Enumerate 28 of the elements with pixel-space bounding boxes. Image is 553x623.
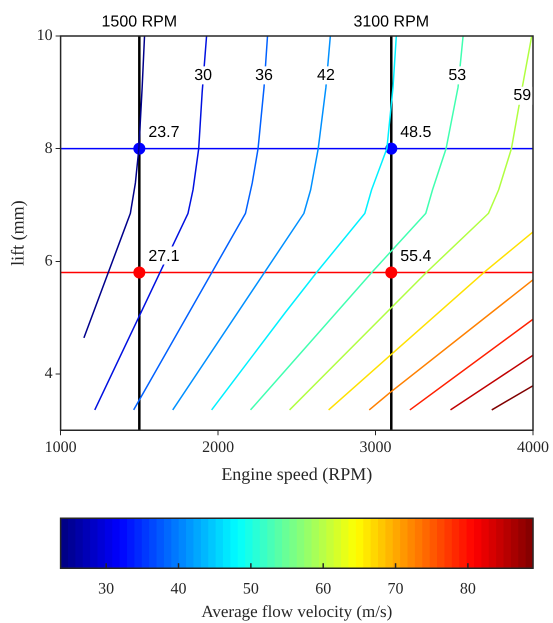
color-bar-label: 80 [460, 580, 476, 598]
annotation: 36 [255, 66, 274, 84]
ref-line-label: 3100 RPM [353, 13, 430, 30]
y-tick-label: 10 [36, 27, 53, 44]
x-tick-label: 3000 [360, 439, 392, 456]
y-tick-label: 4 [44, 365, 53, 382]
color-bar-label: 70 [388, 580, 404, 598]
annotation: 30 [194, 66, 212, 84]
annotation: 55.4 [400, 248, 432, 265]
annotation: 27.1 [148, 248, 180, 265]
x-tick-label: 2000 [202, 439, 234, 456]
color-bar-label: 60 [315, 580, 332, 598]
y-tick-label: 8 [44, 140, 53, 157]
ref-line-label: 1500 RPM [102, 13, 178, 30]
y-tick-label: 6 [44, 252, 53, 270]
color-bar-label: 40 [170, 580, 187, 598]
annotation: 23.7 [148, 124, 180, 142]
color-bar-title: Average flow velocity (m/s) [201, 602, 392, 622]
color-bar-label: 30 [98, 580, 114, 598]
color-bar-label: 50 [242, 580, 259, 598]
annotation: 59 [513, 87, 532, 104]
annotation: 42 [317, 66, 335, 84]
annotation: 48.5 [400, 124, 432, 142]
x-axis-title: Engine speed (RPM) [221, 464, 372, 484]
x-tick-label: 4000 [517, 439, 549, 456]
y-axis-title: lift (mm) [8, 200, 28, 266]
x-tick-label: 1000 [44, 439, 77, 456]
annotation: 53 [448, 66, 466, 84]
